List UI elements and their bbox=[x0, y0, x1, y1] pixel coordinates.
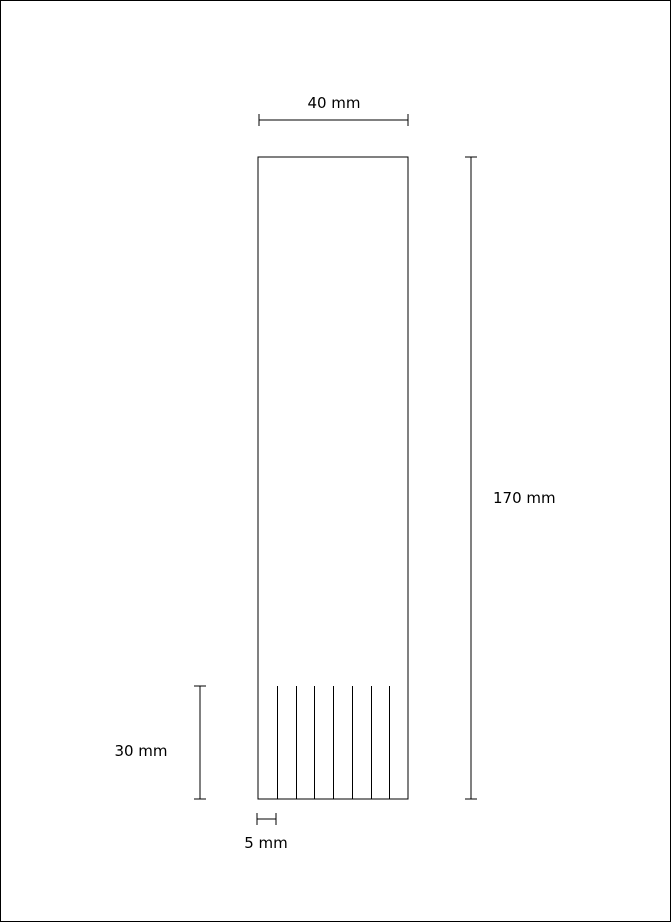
height-dimension: 170 mm bbox=[465, 156, 556, 800]
fringe-cuts bbox=[277, 686, 390, 799]
width-dimension: 40 mm bbox=[258, 94, 409, 126]
width-dimension-label: 40 mm bbox=[307, 94, 360, 112]
fringe-height-dimension: 30 mm bbox=[114, 685, 206, 800]
strip-width-dimension: 5 mm bbox=[244, 813, 288, 852]
height-dimension-label: 170 mm bbox=[493, 489, 556, 507]
fringe-height-dimension-label: 30 mm bbox=[114, 742, 167, 760]
strip-width-dimension-label: 5 mm bbox=[244, 834, 288, 852]
